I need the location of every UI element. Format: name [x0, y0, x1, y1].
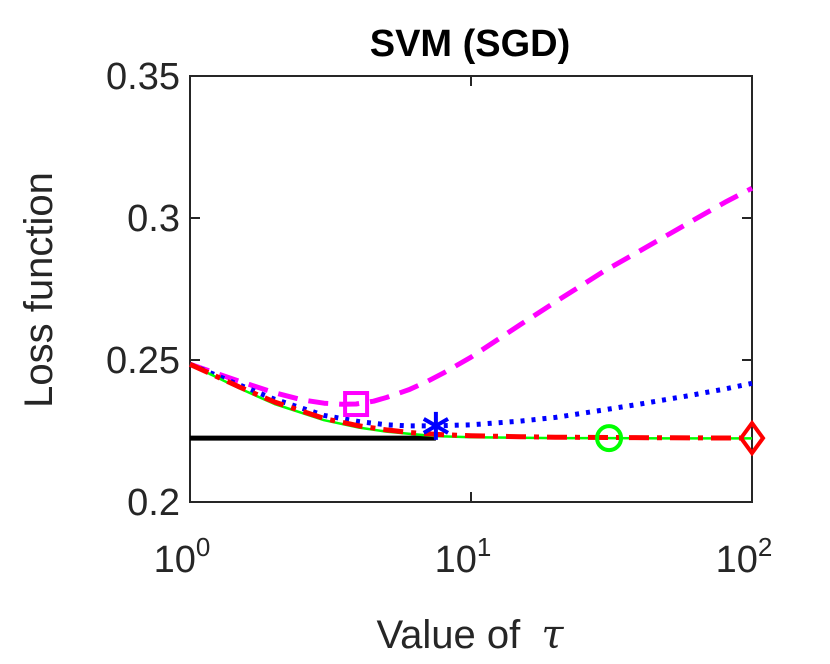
y-tick-label: 0.3 [127, 198, 180, 240]
y-axis-ticks: 0.2 0.25 0.3 0.35 [106, 56, 752, 524]
chart-title: SVM (SGD) [370, 23, 571, 65]
x-axis-label: Value of τ [376, 612, 564, 658]
x-axis-label-symbol: τ [541, 612, 564, 658]
asterisk-stroke [422, 417, 450, 435]
marker-layer [343, 391, 766, 457]
marker-circle-green-solid [595, 424, 624, 453]
x-tick-label: 102 [716, 532, 773, 581]
series-layer [188, 185, 754, 441]
marker-square-magenta-dashed [343, 391, 370, 418]
y-tick-label: 0.35 [106, 56, 180, 98]
marker-asterisk-blue-dotted [422, 411, 450, 440]
y-axis-label: Loss function [17, 172, 61, 408]
y-tick-label: 0.25 [106, 340, 180, 382]
series-line-red-dashdot [188, 362, 753, 441]
x-tick-label: 101 [435, 532, 492, 581]
marker-diamond-red-dashdot [738, 419, 766, 457]
series-line-blue-dotted [189, 361, 753, 429]
series-line-magenta-dashed [189, 185, 754, 407]
x-axis-label-text: Value of [376, 613, 521, 657]
x-tick-label: 100 [154, 532, 211, 581]
y-tick-label: 0.2 [127, 482, 180, 524]
x-axis-ticks: 100 101 102 [154, 76, 773, 581]
